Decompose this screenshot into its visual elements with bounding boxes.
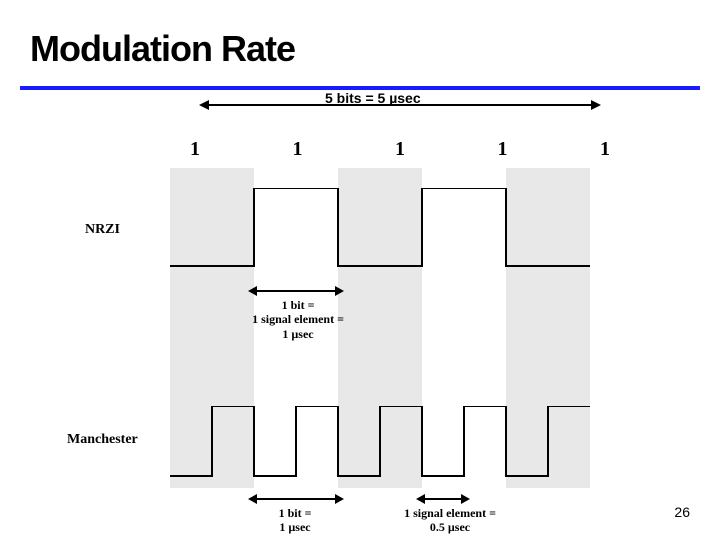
man-sig-annotation: 1 signal element = 0.5 µsec xyxy=(385,506,515,535)
nrzi-annot-arrow-left xyxy=(248,286,257,296)
waveform-area: 1 bit = 1 signal element = 1 µsec 1 bit … xyxy=(170,168,600,488)
man-bit-annot-arrow-left xyxy=(248,494,257,504)
top-span-arrow-left xyxy=(199,100,209,110)
man-sig-annot-line1: 0.5 µsec xyxy=(385,520,515,534)
bit-labels-row: 1 1 1 1 1 xyxy=(190,138,610,161)
manchester-signal xyxy=(170,406,600,486)
page-number: 26 xyxy=(674,504,690,520)
bit-label-2: 1 xyxy=(395,138,405,161)
man-bit-annot-line1: 1 µsec xyxy=(260,520,330,534)
nrzi-signal xyxy=(170,188,600,278)
man-sig-annot-line0: 1 signal element = xyxy=(385,506,515,520)
nrzi-annot-line1: 1 signal element = xyxy=(238,312,358,326)
nrzi-annot-line0: 1 bit = xyxy=(238,298,358,312)
man-sig-annot-arrow-right xyxy=(461,494,470,504)
nrzi-annot-arrow-line xyxy=(254,290,338,292)
diagram-container: 5 bits = 5 µsec 1 1 1 1 1 NRZI Mancheste… xyxy=(95,90,625,510)
nrzi-annotation: 1 bit = 1 signal element = 1 µsec xyxy=(238,298,358,341)
top-span-arrow-right xyxy=(591,100,601,110)
man-bit-annotation: 1 bit = 1 µsec xyxy=(260,506,330,535)
nrzi-annot-line2: 1 µsec xyxy=(238,327,358,341)
bit-label-0: 1 xyxy=(190,138,200,161)
nrzi-annot-arrow-right xyxy=(335,286,344,296)
bit-label-1: 1 xyxy=(293,138,303,161)
bit-label-3: 1 xyxy=(498,138,508,161)
man-sig-annot-arrow-left xyxy=(416,494,425,504)
bit-label-4: 1 xyxy=(600,138,610,161)
page-title: Modulation Rate xyxy=(30,28,295,70)
top-span-label: 5 bits = 5 µsec xyxy=(325,90,421,106)
man-bit-annot-arrow-line xyxy=(254,498,338,500)
nrzi-label: NRZI xyxy=(85,222,120,238)
manchester-label: Manchester xyxy=(67,432,138,448)
man-sig-annot-arrow-line xyxy=(422,498,464,500)
man-bit-annot-line0: 1 bit = xyxy=(260,506,330,520)
man-bit-annot-arrow-right xyxy=(335,494,344,504)
